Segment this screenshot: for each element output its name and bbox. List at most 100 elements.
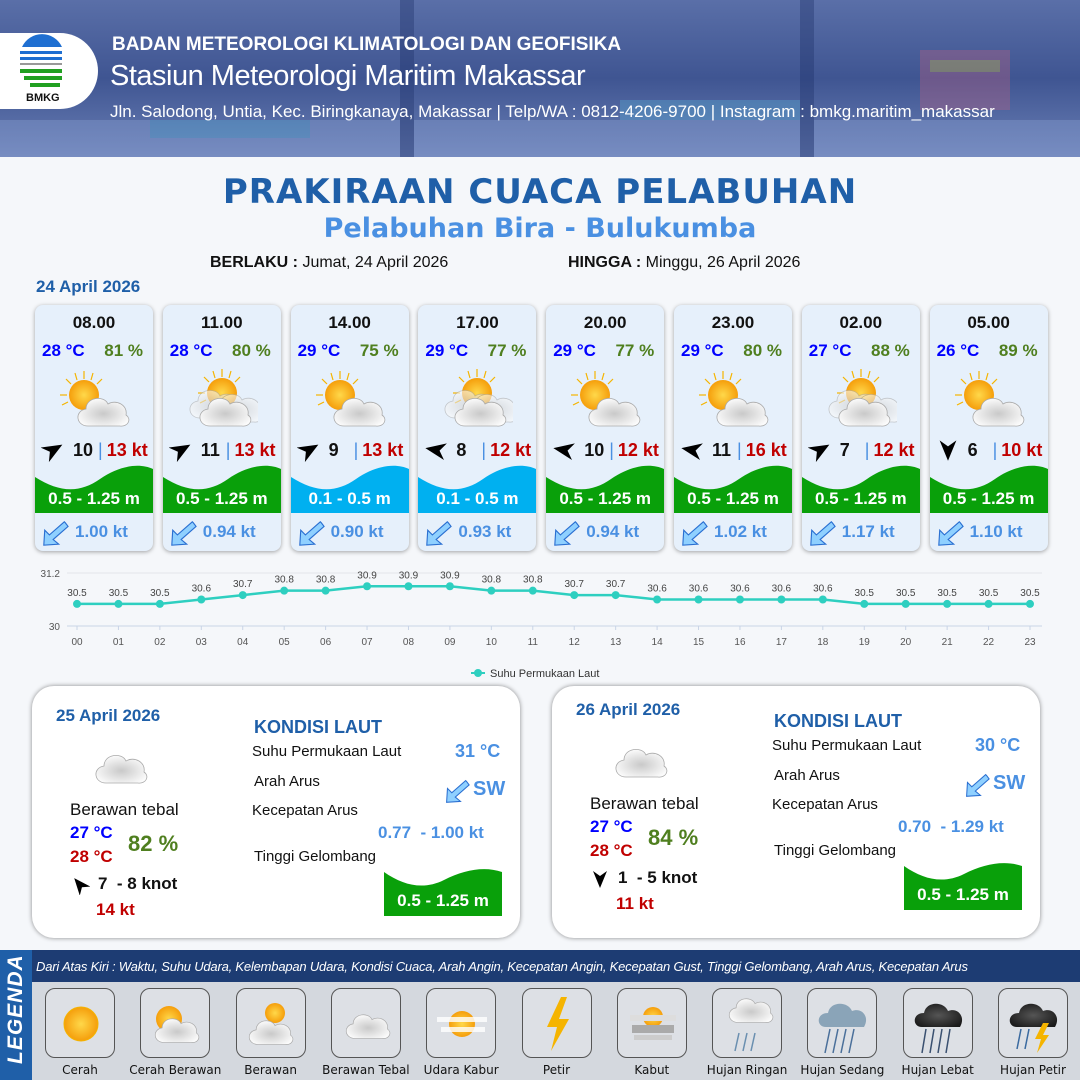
forecast-card: 08.00 28 °C 81 % 10 | 13 kt 0.5 - 1.25 m…	[35, 305, 153, 551]
x-tick-label: 22	[983, 637, 995, 648]
air-temperature: 29 °C	[553, 341, 596, 360]
header-banner: BMKG BADAN METEOROLOGI KLIMATOLOGI DAN G…	[0, 0, 1080, 157]
data-label: 30.5	[109, 588, 129, 599]
forecast-card: 17.00 29 °C 77 % 8 | 12 kt 0.1 - 0.5 m 0…	[418, 305, 537, 551]
humidity: 77 %	[615, 341, 655, 360]
data-label: 30.5	[979, 588, 999, 599]
moderate-rain-icon	[807, 988, 878, 1058]
x-tick-label: 17	[776, 637, 788, 648]
data-label: 30.7	[606, 579, 626, 590]
gust-speed: 11 kt	[616, 894, 654, 913]
current-speed-value: 0.70 - 1.29 kt	[898, 817, 1004, 836]
current-direction-icon	[937, 521, 964, 546]
legend-label: Berawan	[244, 1063, 297, 1077]
data-label: 30.9	[357, 570, 377, 581]
wave-height-value: 0.5 - 1.25 m	[397, 891, 489, 910]
wave-height-band	[35, 465, 153, 513]
data-point	[943, 599, 952, 608]
x-tick-label: 18	[817, 637, 829, 648]
cloudy-icon	[235, 988, 306, 1058]
current-direction-icon	[426, 521, 453, 546]
wave-height-band	[290, 465, 409, 513]
current-speed: 1.02 kt	[714, 522, 767, 541]
x-tick-label: 19	[859, 637, 871, 648]
x-tick-label: 20	[900, 637, 912, 648]
data-point	[984, 599, 993, 608]
data-point	[363, 582, 372, 591]
data-label: 30.7	[233, 579, 253, 590]
data-point	[73, 599, 81, 608]
day1-date: 24 April 2026	[36, 277, 141, 296]
x-tick-label: 06	[320, 637, 332, 648]
x-tick-label: 09	[444, 637, 456, 648]
wind-speed: 11	[200, 439, 220, 460]
series-line	[77, 585, 1030, 606]
humidity: 80 %	[232, 341, 271, 360]
air-temperature: 27 °C	[808, 341, 852, 360]
separator: |	[864, 439, 870, 460]
current-speed-label: Kecepatan Arus	[252, 802, 358, 819]
data-point	[1026, 599, 1034, 608]
valid-to-label: HINGGA :	[568, 254, 642, 271]
wave-height: 0.1 - 0.5 m	[308, 489, 391, 508]
temp-max: 28 °C	[70, 847, 113, 866]
valid-from-date: Jumat, 24 April 2026	[302, 254, 449, 271]
legend-title: LEGENDA	[4, 954, 27, 1064]
forecast-time: 05.00	[967, 313, 1010, 332]
separator: |	[353, 439, 359, 460]
wave-height-band	[162, 465, 281, 513]
x-tick-label: 01	[113, 637, 125, 648]
wave-height-band	[929, 465, 1048, 513]
forecast-time: 02.00	[839, 313, 883, 332]
forecast-card: 14.00 29 °C 75 % 9 | 13 kt 0.1 - 0.5 m 0…	[290, 305, 409, 551]
forecast-time: 17.00	[456, 313, 499, 332]
sun-cloud-icon	[140, 988, 211, 1058]
legend-label: Cerah Berawan	[129, 1063, 222, 1077]
sst-label: Suhu Permukaan Laut	[772, 737, 922, 754]
x-tick-label: 08	[403, 637, 415, 648]
data-point	[404, 582, 413, 591]
valid-from: BERLAKU : Jumat, 24 April 2026	[210, 254, 448, 272]
wave-height: 0.1 - 0.5 m	[436, 489, 519, 508]
data-point	[901, 599, 910, 608]
current-info: 0.94 kt	[552, 519, 662, 546]
valid-to: HINGGA : Minggu, 26 April 2026	[568, 254, 800, 272]
port-name: Pelabuhan Bira - Bulukumba	[323, 213, 757, 244]
cerah-berawan-weather-icon	[571, 369, 641, 429]
data-label: 30.6	[772, 584, 792, 595]
sst-value: 30 °C	[975, 735, 1021, 755]
x-tick-label: 15	[693, 637, 705, 648]
data-point	[155, 599, 164, 608]
wind-direction-icon	[552, 439, 576, 460]
x-tick-label: 07	[361, 637, 373, 648]
current-direction-icon	[554, 521, 580, 546]
data-point	[860, 599, 869, 608]
legend-label: Berawan Tebal	[322, 1063, 410, 1077]
x-tick-label: 16	[734, 637, 746, 648]
x-tick-label: 00	[71, 637, 83, 648]
data-label: 30.5	[937, 588, 957, 599]
current-info: 1.02 kt	[680, 519, 790, 546]
current-speed-value: 0.77 - 1.00 kt	[378, 823, 484, 842]
cerah-berawan-weather-icon	[955, 369, 1025, 429]
data-label: 30.6	[813, 584, 833, 595]
current-info: 0.93 kt	[424, 519, 534, 546]
air-temperature: 26 °C	[936, 341, 980, 360]
x-tick-label: 13	[610, 637, 622, 648]
wind-direction-icon	[296, 438, 321, 462]
wave-height: 0.5 - 1.25 m	[559, 489, 652, 508]
wind-direction-icon	[70, 875, 90, 895]
current-direction-value: SW	[993, 772, 1026, 794]
temp-max: 28 °C	[590, 841, 633, 860]
data-point	[818, 595, 827, 604]
x-tick-label: 10	[486, 637, 498, 648]
forecast-time: 23.00	[711, 313, 755, 332]
wind-speed: 8	[456, 439, 467, 460]
humidity: 80 %	[743, 341, 782, 360]
wave-height: 0.5 - 1.25 m	[814, 489, 907, 508]
current-info: 1.00 kt	[41, 519, 151, 546]
data-point	[570, 591, 579, 600]
wind-info: 9 | 13 kt	[295, 438, 407, 462]
data-label: 30.8	[274, 575, 294, 586]
current-info: 1.17 kt	[808, 519, 918, 546]
